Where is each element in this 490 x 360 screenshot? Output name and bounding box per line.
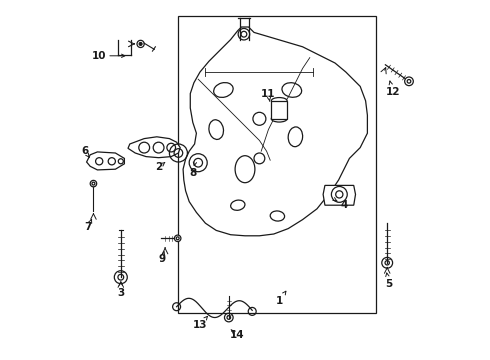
Text: 8: 8 <box>189 168 196 178</box>
Circle shape <box>405 77 413 86</box>
Text: 1: 1 <box>275 296 283 306</box>
Polygon shape <box>323 185 356 205</box>
Text: 11: 11 <box>261 89 276 99</box>
Bar <box>178 16 376 313</box>
Text: 4: 4 <box>341 200 348 210</box>
Ellipse shape <box>271 116 287 122</box>
Bar <box>271 101 287 119</box>
Text: 13: 13 <box>193 320 207 330</box>
Text: 2: 2 <box>155 162 162 172</box>
Text: 6: 6 <box>81 146 88 156</box>
Polygon shape <box>87 152 124 170</box>
Text: 3: 3 <box>117 288 124 298</box>
Circle shape <box>139 42 142 45</box>
Text: 5: 5 <box>385 279 392 289</box>
Polygon shape <box>128 137 180 158</box>
Ellipse shape <box>271 98 287 104</box>
Text: 9: 9 <box>159 254 166 264</box>
Circle shape <box>174 235 181 242</box>
Text: 7: 7 <box>85 222 92 232</box>
Polygon shape <box>183 27 368 236</box>
Text: 12: 12 <box>385 87 400 97</box>
Text: 14: 14 <box>230 330 245 340</box>
Text: 10: 10 <box>92 51 106 61</box>
Circle shape <box>90 180 97 187</box>
